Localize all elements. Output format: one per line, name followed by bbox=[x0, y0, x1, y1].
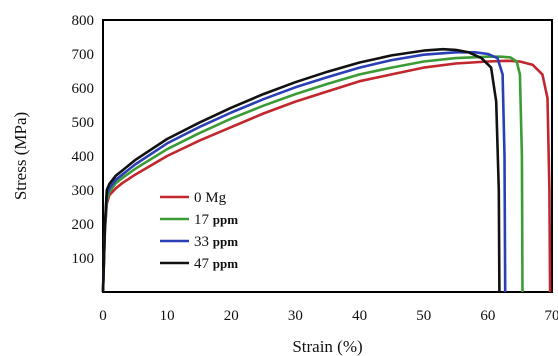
series-line-33 bbox=[101, 50, 507, 293]
series-line-47 bbox=[101, 47, 501, 293]
legend-label: 33 ppm bbox=[194, 234, 238, 250]
legend-value: 17 bbox=[194, 212, 213, 228]
series-layer bbox=[101, 47, 552, 293]
legend-unit: Mg bbox=[205, 190, 226, 206]
plot-frame bbox=[102, 19, 553, 293]
x-axis-ticks: 0 10 20 30 40 50 60 70 bbox=[99, 308, 558, 324]
x-tick-label: 20 bbox=[224, 308, 239, 324]
y-tick-label: 500 bbox=[72, 115, 95, 131]
y-tick-label: 600 bbox=[72, 81, 95, 97]
legend-label: 0 Mg bbox=[194, 190, 227, 206]
series-line-0 bbox=[101, 59, 552, 293]
y-tick-label: 800 bbox=[72, 13, 95, 29]
x-tick-label: 30 bbox=[288, 308, 303, 324]
x-tick-label: 0 bbox=[99, 308, 107, 324]
x-tick-label: 60 bbox=[480, 308, 495, 324]
legend-label: 17 ppm bbox=[194, 212, 238, 228]
x-axis-title: Strain (%) bbox=[292, 337, 362, 356]
series-line-17 bbox=[101, 55, 524, 293]
y-tick-label: 700 bbox=[72, 47, 95, 63]
legend-value: 0 bbox=[194, 190, 205, 206]
y-axis-ticks: 800 700 600 500 400 300 200 100 bbox=[72, 13, 95, 267]
x-tick-label: 10 bbox=[160, 308, 175, 324]
legend-unit: ppm bbox=[213, 256, 238, 271]
x-tick-label: 70 bbox=[545, 308, 558, 324]
x-tick-label: 50 bbox=[416, 308, 431, 324]
legend-value: 33 bbox=[194, 234, 213, 250]
y-axis-title: Stress (MPa) bbox=[11, 112, 30, 200]
y-tick-label: 200 bbox=[72, 217, 95, 233]
legend-value: 47 bbox=[194, 256, 213, 272]
y-tick-label: 300 bbox=[72, 183, 95, 199]
plot-area bbox=[101, 19, 553, 293]
legend-unit: ppm bbox=[213, 212, 238, 227]
y-tick-label: 100 bbox=[72, 251, 95, 267]
y-tick-label: 400 bbox=[72, 149, 95, 165]
legend-unit: ppm bbox=[213, 234, 238, 249]
x-tick-label: 40 bbox=[352, 308, 367, 324]
legend-label: 47 ppm bbox=[194, 256, 238, 272]
